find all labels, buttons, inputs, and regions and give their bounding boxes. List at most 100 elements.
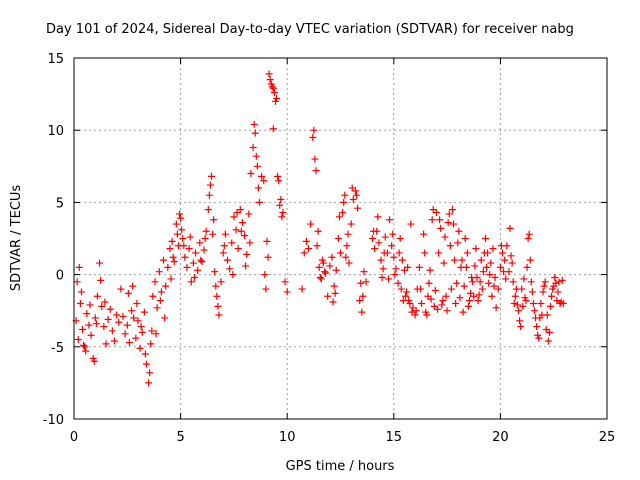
y-tick-label: -10	[43, 413, 64, 428]
data-point	[157, 288, 165, 296]
data-point	[475, 291, 483, 299]
data-point	[128, 307, 136, 315]
data-point	[208, 172, 216, 180]
data-point	[93, 292, 101, 300]
data-point	[102, 340, 110, 348]
data-point	[441, 233, 449, 241]
data-point	[549, 285, 557, 293]
data-point	[133, 299, 141, 307]
data-point	[278, 213, 286, 221]
data-point	[197, 256, 205, 264]
data-point	[305, 245, 313, 253]
data-point	[121, 330, 129, 338]
data-point	[87, 331, 95, 339]
data-point	[443, 307, 451, 315]
data-point	[307, 220, 315, 228]
y-tick-label: 10	[47, 124, 64, 139]
data-point	[483, 263, 491, 271]
data-point	[310, 126, 318, 134]
data-point	[397, 285, 405, 293]
data-point	[267, 80, 275, 88]
data-point	[233, 209, 241, 217]
data-point	[90, 357, 98, 365]
data-point	[147, 340, 155, 348]
data-point	[200, 246, 208, 254]
data-point	[183, 263, 191, 271]
data-point	[214, 302, 222, 310]
data-point	[378, 273, 386, 281]
plot-frame	[73, 57, 608, 420]
data-point	[196, 239, 204, 247]
data-point	[359, 292, 367, 300]
data-point	[394, 279, 402, 287]
data-point	[547, 302, 555, 310]
data-point	[176, 210, 184, 218]
data-point	[134, 317, 142, 325]
data-point	[173, 230, 181, 238]
data-point	[481, 235, 489, 242]
data-point	[524, 235, 532, 242]
data-point	[368, 235, 376, 242]
data-point	[269, 84, 277, 92]
x-tick-label: 0	[70, 430, 78, 445]
data-point	[508, 259, 516, 267]
data-point	[553, 297, 561, 305]
data-point	[487, 259, 495, 267]
data-point	[179, 235, 187, 242]
data-point	[181, 253, 189, 261]
data-point	[494, 285, 502, 293]
data-point	[331, 289, 339, 297]
x-tick-label: 25	[599, 430, 616, 445]
data-point	[246, 239, 254, 247]
data-point	[168, 237, 176, 245]
data-point	[456, 294, 464, 302]
data-point	[77, 288, 85, 296]
data-point	[335, 213, 343, 221]
data-point	[517, 323, 525, 331]
data-point	[537, 299, 545, 307]
data-point	[250, 120, 258, 128]
data-point	[334, 235, 342, 242]
data-point	[491, 273, 499, 281]
data-point	[421, 249, 429, 257]
data-point	[172, 220, 180, 228]
data-point	[451, 256, 459, 264]
data-point	[356, 297, 364, 305]
data-point	[501, 256, 509, 264]
data-point	[458, 256, 466, 264]
data-point	[156, 297, 164, 305]
data-point	[315, 263, 323, 271]
data-point	[403, 288, 411, 296]
data-point	[558, 276, 566, 284]
data-point	[166, 245, 174, 253]
data-point	[141, 350, 149, 358]
x-tick-label: 15	[386, 430, 403, 445]
data-point	[497, 242, 505, 250]
x-tick-label: 5	[176, 430, 184, 445]
data-point	[187, 278, 195, 286]
data-point	[386, 216, 394, 224]
data-point	[521, 294, 529, 302]
data-point	[544, 337, 552, 345]
data-point	[269, 125, 277, 133]
data-point	[480, 249, 488, 257]
data-point	[468, 273, 476, 281]
data-point	[479, 268, 487, 276]
data-point	[541, 278, 549, 286]
data-point	[167, 275, 175, 283]
data-point	[490, 282, 498, 290]
data-point	[435, 249, 443, 257]
data-point	[531, 307, 539, 315]
data-point	[344, 230, 352, 238]
data-point	[251, 129, 259, 137]
data-point	[499, 249, 507, 257]
data-point	[309, 133, 317, 141]
data-point	[406, 299, 414, 307]
data-point	[555, 278, 563, 286]
data-point	[416, 285, 424, 293]
data-point	[390, 253, 398, 261]
data-point	[512, 285, 520, 293]
data-point	[140, 308, 148, 316]
data-point	[469, 278, 477, 286]
y-tick-label: 5	[56, 196, 64, 211]
